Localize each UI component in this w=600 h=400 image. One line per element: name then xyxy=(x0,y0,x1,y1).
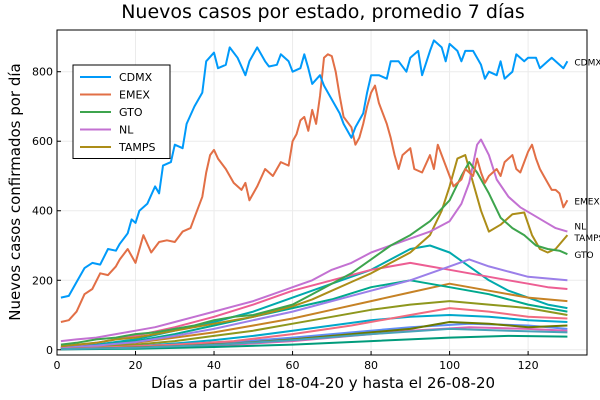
end-label-cdmx: CDMX xyxy=(574,58,600,68)
y-tick-label: 0 xyxy=(46,344,53,357)
y-tick-label: 800 xyxy=(32,66,53,79)
series-line-gto xyxy=(60,161,568,346)
legend-label: EMEX xyxy=(119,89,150,102)
legend-label: TAMPS xyxy=(118,141,156,154)
series-line-tamps xyxy=(60,154,569,348)
y-tick-label: 400 xyxy=(32,205,53,218)
series-lines xyxy=(60,39,569,351)
legend-label: CDMX xyxy=(119,71,153,84)
y-tick-label: 200 xyxy=(32,274,53,287)
chart-title: Nuevos casos por estado, promedio 7 días xyxy=(121,1,525,23)
series-line xyxy=(60,307,568,350)
end-label-gto: GTO xyxy=(574,251,593,261)
series-line xyxy=(60,327,568,351)
x-axis-label: Días a partir del 18-04-20 y hasta el 26… xyxy=(151,374,495,392)
x-tick-label: 120 xyxy=(518,359,539,372)
y-tick-label: 600 xyxy=(32,135,53,148)
end-label-emex: EMEX xyxy=(574,197,599,207)
end-label-tamps: TAMPS xyxy=(573,234,600,244)
x-tick-label: 60 xyxy=(286,359,300,372)
x-tick-label: 0 xyxy=(54,359,61,372)
series-line xyxy=(60,334,568,351)
end-label-nl: NL xyxy=(574,223,586,233)
legend-label: GTO xyxy=(119,106,143,119)
x-tick-label: 100 xyxy=(439,359,460,372)
x-tick-label: 20 xyxy=(129,359,143,372)
series-line xyxy=(60,279,568,349)
series-line-cdmx xyxy=(60,39,569,299)
y-axis-label: Nuevos casos confirmados por día xyxy=(6,63,24,321)
series-line xyxy=(60,258,568,349)
series-line-emex xyxy=(60,53,569,323)
series-line xyxy=(60,261,568,348)
legend-label: NL xyxy=(119,124,134,137)
x-tick-label: 40 xyxy=(207,359,221,372)
plot-frame xyxy=(56,29,588,356)
x-tick-label: 80 xyxy=(364,359,378,372)
legend: CDMX EMEX GTO NL TAMPS xyxy=(72,64,171,159)
axis-ticks: 0 20 40 60 80 100 120 0 200 400 600 800 xyxy=(32,66,539,372)
series-line xyxy=(60,300,568,350)
series-line-nl xyxy=(60,138,568,343)
